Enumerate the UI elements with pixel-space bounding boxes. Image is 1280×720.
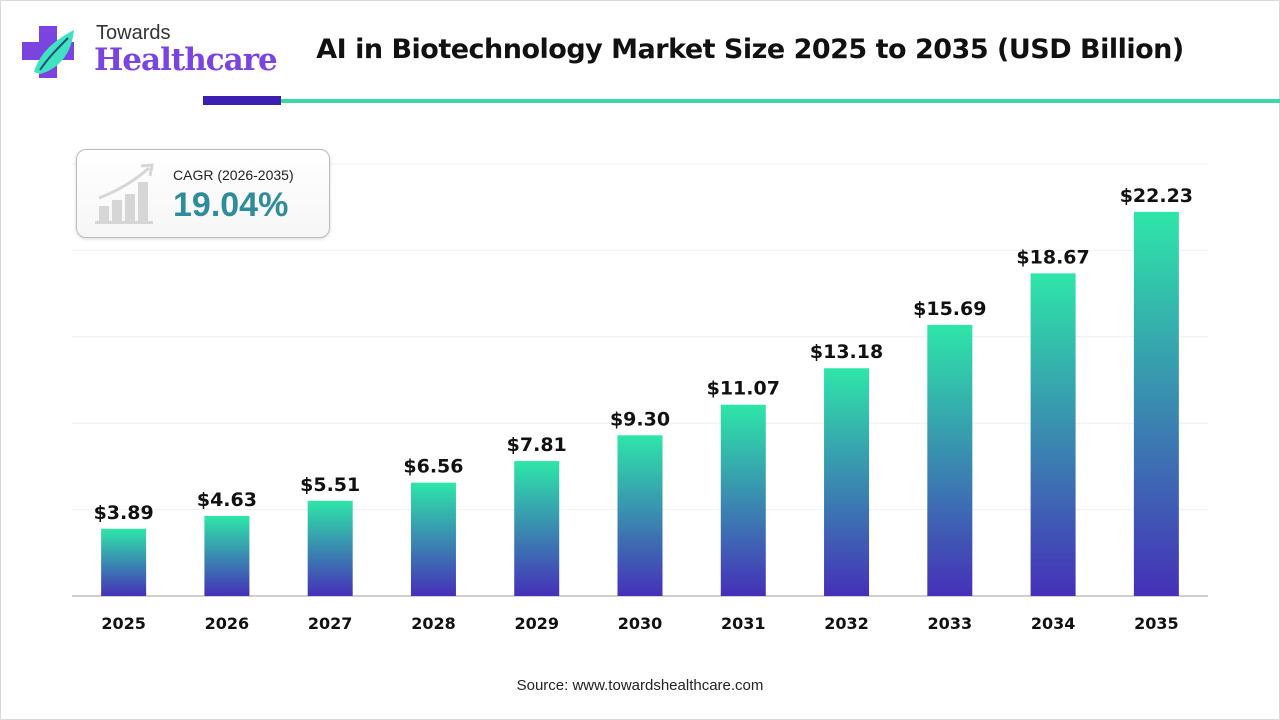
data-label: $4.63 [197,489,257,511]
bar-2027 [307,500,353,596]
data-label: $5.51 [300,474,360,496]
x-tick-label: 2026 [205,614,250,633]
x-tick-label: 2035 [1134,614,1179,633]
x-tick-label: 2027 [308,614,353,633]
chart-title: AI in Biotechnology Market Size 2025 to … [316,34,1184,65]
x-tick-label: 2025 [101,614,146,633]
bar-2025 [101,528,147,596]
bar-2030 [617,435,663,596]
x-tick-label: 2034 [1031,614,1076,633]
cagr-label: CAGR (2026-2035) [173,167,294,183]
bar-2032 [824,368,870,596]
x-tick-label: 2033 [928,614,973,633]
x-tick-label: 2028 [411,614,456,633]
data-label: $15.69 [913,298,986,320]
growth-chart-icon [95,163,154,224]
title-underline [281,99,1280,103]
bar-2034 [1030,273,1076,596]
data-label: $11.07 [707,378,780,400]
x-tick-label: 2029 [514,614,559,633]
x-tick-label: 2030 [618,614,663,633]
logo-text-healthcare: Healthcare [94,42,278,78]
logo-text-towards: Towards [96,22,171,44]
bar-2028 [410,482,456,596]
x-tick-label: 2032 [824,614,869,633]
data-label: $9.30 [610,408,670,430]
bar-2031 [720,404,766,596]
cagr-box: CAGR (2026-2035) 19.04% [76,149,330,238]
data-label: $22.23 [1120,185,1193,207]
data-label: $13.18 [810,341,883,363]
x-tick-label: 2031 [721,614,766,633]
logo-cross-icon [22,26,74,78]
data-label: $7.81 [507,434,567,456]
source-note: Source: www.towardshealthcare.com [516,677,764,694]
data-label: $18.67 [1016,246,1089,268]
brand-logo: Towards Healthcare [20,22,278,82]
cagr-value: 19.04% [173,186,289,224]
title-underline-accent [203,96,281,105]
data-label: $3.89 [94,502,154,524]
data-label: $6.56 [403,456,463,478]
bar-2029 [514,461,560,596]
bar-2033 [927,324,973,596]
bar-2035 [1133,211,1179,596]
bar-2026 [204,515,250,596]
